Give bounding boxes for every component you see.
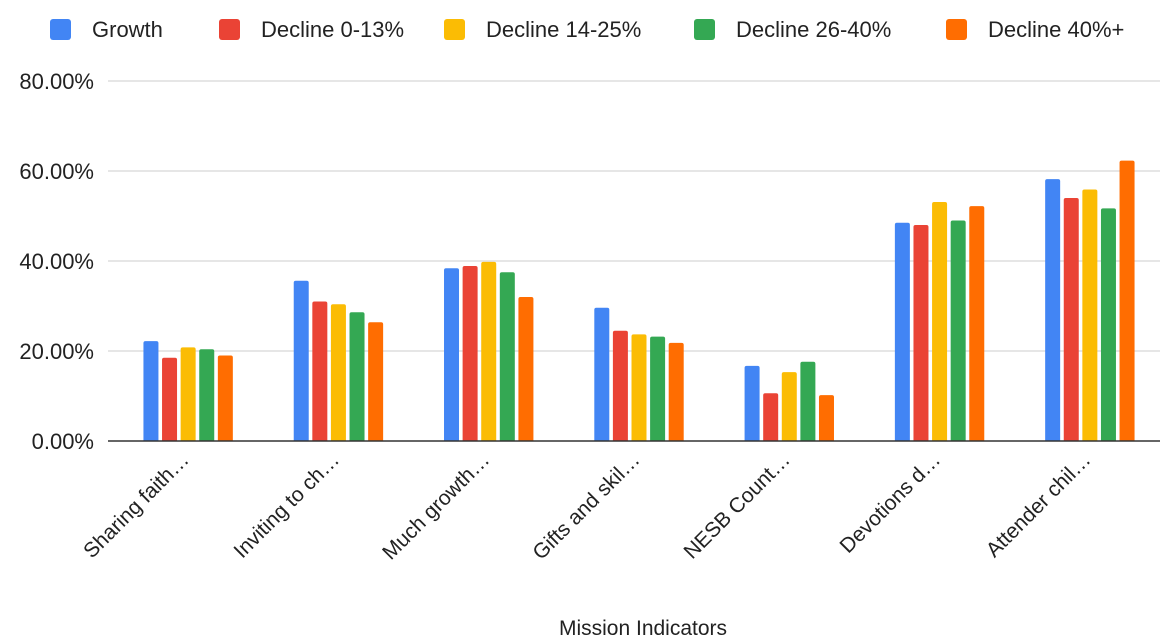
bar-decline-40--1: [217, 355, 233, 441]
bar-decline-26-40--6: [950, 220, 966, 441]
bar-decline-40--4: [668, 342, 684, 441]
bar-decline-14-25--1: [180, 347, 196, 441]
bar-decline-40--7: [1119, 160, 1135, 441]
bar-growth-3: [444, 268, 460, 441]
x-category-label: Devotions d…: [836, 448, 946, 558]
bar-decline-26-40--7: [1100, 208, 1116, 441]
bar-decline-14-25--6: [932, 202, 948, 441]
bar-decline-14-25--7: [1082, 189, 1098, 441]
bar-decline-0-13--1: [162, 357, 178, 441]
legend-label-2: Decline 0-13%: [261, 17, 404, 42]
x-category-label: Inviting to ch…: [229, 448, 343, 562]
x-axis-category-labels: Sharing faith… Inviting to ch… Much growth…: [79, 448, 1095, 564]
x-axis-title: Mission Indicators: [559, 617, 727, 639]
x-category-label: Sharing faith…: [79, 448, 193, 562]
bar-growth-2: [293, 280, 309, 441]
bar-growth-7: [1045, 179, 1061, 441]
bar-decline-0-13--2: [312, 301, 328, 441]
legend-label-1: Growth: [92, 17, 163, 42]
x-category-label: Attender chil…: [982, 448, 1096, 562]
bar-decline-14-25--3: [481, 261, 497, 441]
y-tick-label: 20.00%: [19, 339, 94, 364]
bar-growth-4: [594, 307, 610, 441]
bar-decline-40--6: [969, 206, 985, 441]
y-tick-label: 80.00%: [19, 69, 94, 94]
bar-decline-14-25--5: [781, 372, 797, 441]
bar-decline-40--3: [518, 297, 534, 441]
y-axis-ticks: 0.00% 20.00% 40.00% 60.00% 80.00%: [19, 69, 94, 454]
bar-growth-6: [894, 222, 910, 441]
bar-decline-26-40--4: [650, 336, 666, 441]
legend-swatch-4: [694, 19, 715, 40]
legend-swatch-5: [946, 19, 967, 40]
bars: [143, 160, 1135, 441]
bar-decline-0-13--7: [1063, 198, 1079, 441]
y-tick-label: 0.00%: [32, 429, 94, 454]
bar-decline-0-13--6: [913, 225, 929, 441]
bar-decline-0-13--5: [763, 393, 779, 441]
bar-decline-26-40--2: [349, 312, 365, 441]
gridlines: [108, 80, 1160, 352]
legend-swatch-1: [50, 19, 71, 40]
y-tick-label: 60.00%: [19, 159, 94, 184]
x-category-label: Gifts and skil…: [528, 448, 644, 564]
bar-decline-0-13--4: [612, 330, 628, 441]
bar-decline-26-40--5: [800, 361, 816, 441]
y-tick-label: 40.00%: [19, 249, 94, 274]
x-category-label: Much growth…: [378, 448, 494, 564]
bar-decline-0-13--3: [462, 265, 478, 441]
bar-decline-26-40--3: [499, 272, 515, 441]
bar-decline-14-25--4: [631, 334, 647, 441]
bar-decline-40--5: [818, 395, 834, 441]
legend-label-5: Decline 40%+: [988, 17, 1124, 42]
bar-growth-5: [744, 365, 760, 441]
bar-growth-1: [143, 341, 159, 441]
bar-decline-26-40--1: [199, 349, 215, 441]
legend-swatch-3: [444, 19, 465, 40]
bar-decline-14-25--2: [330, 304, 346, 441]
x-category-label: NESB Count…: [680, 448, 795, 563]
legend-label-4: Decline 26-40%: [736, 17, 891, 42]
legend-label-3: Decline 14-25%: [486, 17, 641, 42]
legend-swatch-2: [219, 19, 240, 40]
legend: Growth Decline 0-13% Decline 14-25% Decline…: [50, 17, 1124, 42]
bar-decline-40--2: [368, 322, 384, 441]
